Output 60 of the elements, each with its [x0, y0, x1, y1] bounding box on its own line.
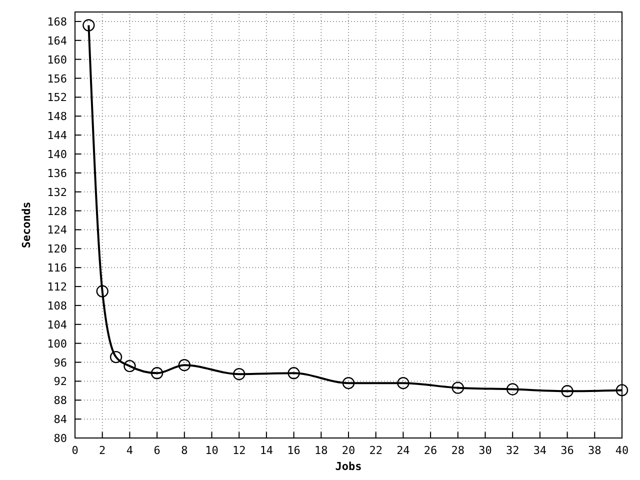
point: [561, 385, 574, 398]
y-tick-label: 108: [47, 299, 67, 312]
y-tick-label: 132: [47, 186, 67, 199]
y-tick-label: 84: [54, 413, 68, 426]
y-tick-label: 112: [47, 280, 67, 294]
point: [506, 383, 519, 396]
y-tick-label: 128: [47, 204, 67, 218]
point: [82, 19, 95, 32]
y-tick-label: 92: [54, 375, 67, 388]
point: [397, 376, 410, 390]
y-tick-label: 156: [47, 72, 67, 86]
y-tick-label: 104: [47, 318, 68, 332]
y-tick-label: 160: [47, 53, 67, 66]
y-tick-label: 124: [47, 224, 68, 237]
point: [124, 360, 136, 372]
x-tick-label: 4: [126, 444, 134, 457]
x-axis-title: Jobs: [335, 460, 362, 473]
y-tick-label: 96: [54, 356, 67, 370]
point: [342, 376, 355, 390]
y-tick-label: 152: [47, 91, 67, 104]
x-tick-label: 38: [588, 444, 602, 457]
point: [178, 359, 190, 372]
y-tick-label: 164: [47, 34, 68, 48]
y-tick-label: 88: [54, 394, 67, 408]
x-tick-label: 32: [506, 444, 520, 457]
y-tick-label: 100: [47, 337, 67, 350]
y-axis-title: Seconds: [20, 202, 33, 248]
x-tick-label: 36: [560, 444, 574, 457]
x-tick-label: 2: [99, 444, 106, 457]
y-tick-label: 80: [54, 432, 67, 445]
y-tick-label: 136: [47, 166, 67, 180]
x-tick-label: 22: [369, 444, 382, 457]
y-tick-label: 116: [47, 262, 67, 275]
x-tick-label: 8: [181, 444, 188, 457]
x-tick-label: 40: [615, 444, 629, 457]
y-tick-label: 120: [47, 242, 67, 256]
x-tick-label: 12: [232, 444, 246, 457]
x-tick-label: 10: [205, 444, 218, 457]
x-tick-label: 6: [154, 444, 160, 457]
x-tick-label: 14: [260, 444, 274, 457]
x-tick-label: 30: [478, 444, 492, 457]
point: [110, 350, 122, 364]
x-tick-label: 26: [424, 444, 438, 457]
point: [96, 285, 108, 298]
x-tick-label: 24: [396, 444, 410, 457]
x-tick-label: 20: [342, 444, 356, 457]
y-tick-label: 140: [47, 148, 67, 161]
x-tick-label: 18: [314, 444, 328, 457]
point: [288, 367, 300, 380]
x-tick-label: 0: [72, 444, 78, 457]
point: [150, 367, 164, 380]
y-tick-label: 168: [47, 15, 67, 28]
x-tick-label: 28: [451, 444, 465, 457]
y-tick-label: 148: [47, 110, 67, 124]
point: [233, 368, 246, 380]
point: [452, 382, 464, 394]
x-tick-label: 16: [287, 444, 300, 457]
x-tick-label: 34: [533, 444, 547, 457]
y-tick-label: 144: [47, 129, 68, 142]
point: [616, 384, 628, 396]
